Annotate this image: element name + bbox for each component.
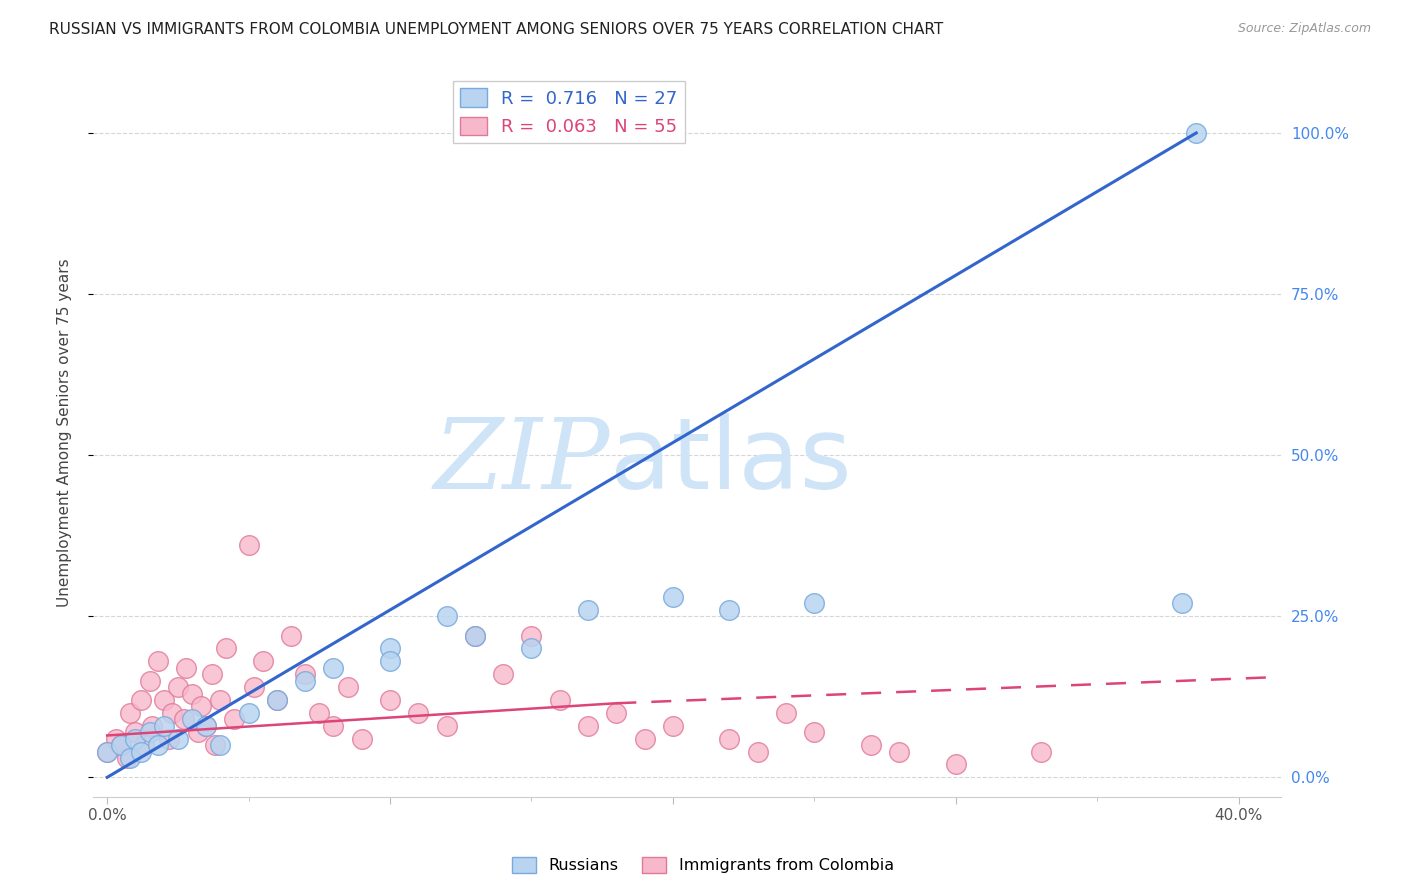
- Point: [224, 712, 246, 726]
- Point: [201, 667, 224, 681]
- Point: [152, 719, 174, 733]
- Point: [104, 731, 127, 746]
- Point: [238, 706, 260, 720]
- Point: [336, 680, 359, 694]
- Point: [110, 738, 132, 752]
- Point: [146, 654, 169, 668]
- Point: [605, 706, 627, 720]
- Point: [436, 609, 458, 624]
- Point: [243, 680, 266, 694]
- Point: [129, 693, 152, 707]
- Point: [322, 661, 344, 675]
- Point: [118, 706, 141, 720]
- Text: Source: ZipAtlas.com: Source: ZipAtlas.com: [1237, 22, 1371, 36]
- Legend: Russians, Immigrants from Colombia: Russians, Immigrants from Colombia: [505, 850, 901, 880]
- Point: [266, 693, 288, 707]
- Point: [238, 538, 260, 552]
- Text: RUSSIAN VS IMMIGRANTS FROM COLOMBIA UNEMPLOYMENT AMONG SENIORS OVER 75 YEARS COR: RUSSIAN VS IMMIGRANTS FROM COLOMBIA UNEM…: [49, 22, 943, 37]
- Point: [252, 654, 274, 668]
- Point: [294, 667, 316, 681]
- Point: [280, 629, 302, 643]
- Point: [350, 731, 373, 746]
- Point: [464, 629, 486, 643]
- Point: [110, 738, 132, 752]
- Point: [115, 751, 138, 765]
- Point: [662, 590, 685, 604]
- Point: [181, 712, 204, 726]
- Point: [190, 699, 212, 714]
- Point: [945, 757, 967, 772]
- Point: [138, 725, 160, 739]
- Point: [157, 731, 180, 746]
- Point: [209, 738, 232, 752]
- Point: [633, 731, 655, 746]
- Point: [1185, 126, 1208, 140]
- Point: [803, 725, 825, 739]
- Legend: R =  0.716   N = 27, R =  0.063   N = 55: R = 0.716 N = 27, R = 0.063 N = 55: [453, 81, 685, 144]
- Point: [464, 629, 486, 643]
- Point: [859, 738, 882, 752]
- Point: [187, 725, 209, 739]
- Text: ZIP: ZIP: [433, 414, 610, 509]
- Point: [124, 731, 146, 746]
- Point: [576, 603, 599, 617]
- Point: [775, 706, 797, 720]
- Point: [176, 661, 198, 675]
- Point: [436, 719, 458, 733]
- Point: [520, 629, 543, 643]
- Point: [322, 719, 344, 733]
- Point: [294, 673, 316, 688]
- Point: [1029, 745, 1052, 759]
- Point: [662, 719, 685, 733]
- Point: [124, 725, 146, 739]
- Point: [173, 712, 195, 726]
- Point: [718, 731, 741, 746]
- Point: [209, 693, 232, 707]
- Point: [1171, 596, 1194, 610]
- Point: [132, 738, 155, 752]
- Point: [576, 719, 599, 733]
- Point: [181, 687, 204, 701]
- Point: [167, 731, 190, 746]
- Point: [141, 719, 163, 733]
- Point: [803, 596, 825, 610]
- Point: [96, 745, 118, 759]
- Point: [195, 719, 218, 733]
- Point: [378, 693, 401, 707]
- Point: [520, 641, 543, 656]
- Point: [378, 641, 401, 656]
- Point: [138, 673, 160, 688]
- Point: [266, 693, 288, 707]
- Point: [718, 603, 741, 617]
- Point: [548, 693, 571, 707]
- Y-axis label: Unemployment Among Seniors over 75 years: Unemployment Among Seniors over 75 years: [58, 259, 72, 607]
- Point: [408, 706, 430, 720]
- Point: [204, 738, 226, 752]
- Point: [747, 745, 769, 759]
- Point: [146, 738, 169, 752]
- Point: [152, 693, 174, 707]
- Point: [215, 641, 238, 656]
- Point: [160, 706, 183, 720]
- Point: [308, 706, 330, 720]
- Point: [118, 751, 141, 765]
- Point: [492, 667, 515, 681]
- Text: atlas: atlas: [610, 413, 852, 510]
- Point: [96, 745, 118, 759]
- Point: [195, 719, 218, 733]
- Point: [167, 680, 190, 694]
- Point: [378, 654, 401, 668]
- Point: [129, 745, 152, 759]
- Point: [889, 745, 911, 759]
